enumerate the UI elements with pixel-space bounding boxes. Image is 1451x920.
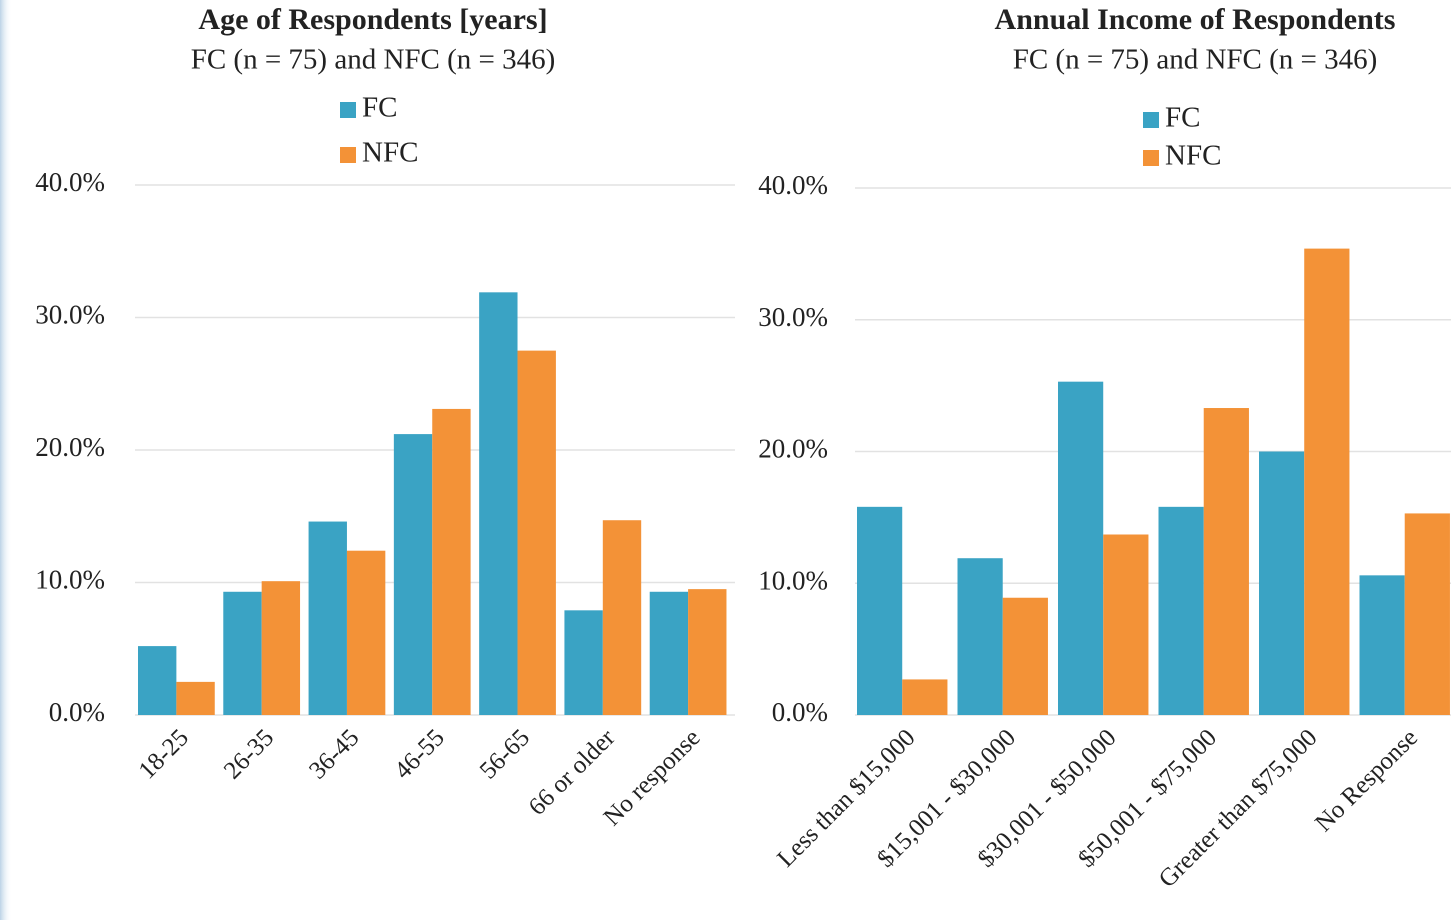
y-tick-label: 0.0% bbox=[772, 697, 828, 727]
x-tick-label: 46-55 bbox=[389, 724, 449, 784]
bar bbox=[688, 589, 727, 715]
x-tick-label: No Response bbox=[1310, 724, 1423, 837]
legend-swatch bbox=[1143, 112, 1159, 128]
bar bbox=[261, 581, 301, 715]
bar bbox=[602, 520, 642, 715]
legend-swatch bbox=[340, 102, 356, 118]
y-tick-label: 20.0% bbox=[35, 432, 105, 462]
bar bbox=[432, 408, 471, 715]
bar bbox=[564, 610, 603, 715]
edge-shade bbox=[0, 0, 12, 920]
legend-label: FC bbox=[362, 92, 397, 124]
y-tick-label: 20.0% bbox=[758, 434, 828, 464]
bar bbox=[1404, 513, 1450, 715]
chart-title: Annual Income of Respondents bbox=[995, 3, 1396, 36]
legend-swatch bbox=[340, 147, 356, 163]
chart-subtitle: FC (n = 75) and NFC (n = 346) bbox=[1013, 44, 1378, 76]
bar bbox=[1203, 408, 1249, 715]
legend-label: NFC bbox=[362, 137, 418, 169]
bar bbox=[176, 681, 215, 715]
bar bbox=[479, 292, 518, 715]
legend-label: NFC bbox=[1165, 140, 1221, 172]
x-tick-label: 36-45 bbox=[304, 724, 364, 784]
y-tick-label: 0.0% bbox=[49, 697, 105, 727]
x-tick-label: 18-25 bbox=[134, 724, 194, 784]
x-tick-label: 26-35 bbox=[219, 724, 279, 784]
bar bbox=[857, 506, 903, 715]
legend-swatch bbox=[1143, 150, 1159, 166]
bar bbox=[649, 591, 689, 715]
bar bbox=[393, 434, 433, 715]
bar bbox=[517, 350, 556, 715]
y-tick-label: 30.0% bbox=[758, 302, 828, 332]
bar bbox=[346, 550, 386, 715]
bar bbox=[308, 521, 347, 715]
bar bbox=[1058, 381, 1104, 715]
chart-title: Age of Respondents [years] bbox=[198, 3, 547, 36]
bar bbox=[902, 679, 948, 715]
y-tick-label: 40.0% bbox=[758, 170, 828, 200]
bar bbox=[1002, 597, 1048, 715]
bar bbox=[957, 558, 1003, 715]
x-tick-label: 56-65 bbox=[475, 724, 535, 784]
chart-subtitle: FC (n = 75) and NFC (n = 346) bbox=[191, 44, 556, 76]
bar bbox=[1103, 534, 1149, 715]
y-tick-label: 30.0% bbox=[35, 300, 105, 330]
bar bbox=[1259, 451, 1305, 715]
bar bbox=[1359, 575, 1405, 715]
y-tick-label: 40.0% bbox=[35, 167, 105, 197]
legend-label: FC bbox=[1165, 102, 1200, 134]
bar bbox=[138, 646, 177, 715]
y-tick-label: 10.0% bbox=[758, 565, 828, 595]
bar bbox=[1158, 506, 1204, 715]
y-tick-label: 10.0% bbox=[35, 565, 105, 595]
bar bbox=[223, 591, 262, 715]
bar bbox=[1304, 248, 1350, 716]
